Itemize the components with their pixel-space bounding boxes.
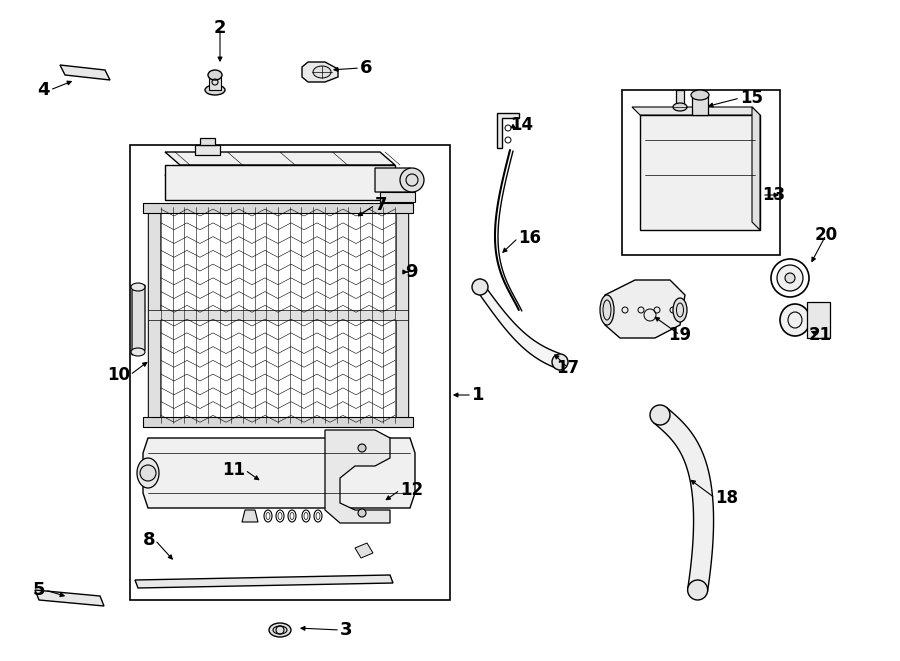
Circle shape xyxy=(358,509,366,517)
Polygon shape xyxy=(692,95,708,115)
Polygon shape xyxy=(195,145,220,155)
Ellipse shape xyxy=(205,85,225,95)
Polygon shape xyxy=(165,152,395,165)
Text: 11: 11 xyxy=(222,461,245,479)
Circle shape xyxy=(400,168,424,192)
Text: 17: 17 xyxy=(556,359,580,377)
Ellipse shape xyxy=(691,90,709,100)
Text: 5: 5 xyxy=(32,581,45,599)
Circle shape xyxy=(688,580,707,600)
Polygon shape xyxy=(35,590,104,606)
Ellipse shape xyxy=(137,458,159,488)
Text: 9: 9 xyxy=(405,263,418,281)
Polygon shape xyxy=(135,575,393,588)
Polygon shape xyxy=(148,310,408,320)
Bar xyxy=(622,90,780,255)
Ellipse shape xyxy=(785,273,795,283)
Polygon shape xyxy=(209,75,221,90)
Text: 14: 14 xyxy=(510,116,533,134)
Polygon shape xyxy=(605,280,685,338)
Circle shape xyxy=(472,279,488,295)
Polygon shape xyxy=(325,430,390,523)
Polygon shape xyxy=(807,302,830,338)
Ellipse shape xyxy=(777,265,803,291)
Polygon shape xyxy=(143,417,413,427)
Polygon shape xyxy=(200,138,215,145)
Circle shape xyxy=(650,405,670,425)
Polygon shape xyxy=(302,62,338,82)
Text: 13: 13 xyxy=(762,186,785,204)
Ellipse shape xyxy=(600,295,614,325)
Ellipse shape xyxy=(208,70,222,80)
Text: 10: 10 xyxy=(107,366,130,384)
Polygon shape xyxy=(752,107,760,230)
Text: 2: 2 xyxy=(214,19,226,37)
Text: 1: 1 xyxy=(472,386,484,404)
Text: 18: 18 xyxy=(715,489,738,507)
Polygon shape xyxy=(480,279,560,369)
Polygon shape xyxy=(143,203,413,213)
Polygon shape xyxy=(375,168,415,192)
Polygon shape xyxy=(640,115,760,230)
Polygon shape xyxy=(143,438,415,508)
Text: 4: 4 xyxy=(38,81,50,99)
Ellipse shape xyxy=(313,66,331,78)
Text: 3: 3 xyxy=(340,621,353,639)
Polygon shape xyxy=(380,192,415,202)
Text: 20: 20 xyxy=(814,226,838,244)
Bar xyxy=(130,145,450,600)
Polygon shape xyxy=(396,205,408,425)
Text: 15: 15 xyxy=(740,89,763,107)
Polygon shape xyxy=(148,205,160,425)
Ellipse shape xyxy=(131,283,145,291)
Polygon shape xyxy=(497,113,519,148)
Bar xyxy=(148,205,408,425)
Text: 6: 6 xyxy=(360,59,373,77)
Polygon shape xyxy=(165,175,395,188)
Circle shape xyxy=(552,354,568,370)
Text: 19: 19 xyxy=(669,326,691,344)
Ellipse shape xyxy=(673,103,687,111)
Polygon shape xyxy=(242,510,258,522)
Text: 7: 7 xyxy=(375,196,388,214)
Polygon shape xyxy=(632,107,760,115)
Polygon shape xyxy=(165,165,395,200)
Ellipse shape xyxy=(269,623,291,637)
Polygon shape xyxy=(355,543,373,558)
Polygon shape xyxy=(653,407,714,592)
Text: 21: 21 xyxy=(808,326,832,344)
Ellipse shape xyxy=(131,348,145,356)
Polygon shape xyxy=(676,90,684,107)
Ellipse shape xyxy=(780,304,810,336)
Ellipse shape xyxy=(673,298,687,322)
Polygon shape xyxy=(132,285,145,355)
Text: 8: 8 xyxy=(142,531,155,549)
Polygon shape xyxy=(60,65,110,80)
Text: 16: 16 xyxy=(518,229,541,247)
Circle shape xyxy=(358,444,366,452)
Text: 12: 12 xyxy=(400,481,423,499)
Circle shape xyxy=(140,465,156,481)
